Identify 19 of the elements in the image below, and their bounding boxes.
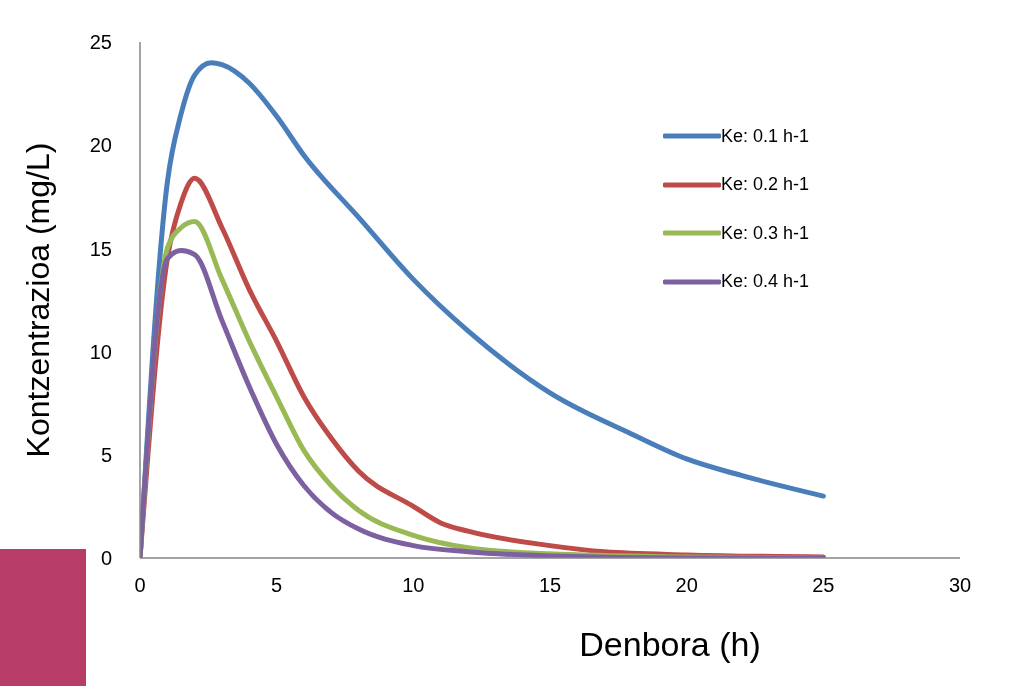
y-tick-label: 5 bbox=[100, 443, 112, 466]
x-tick-label: 30 bbox=[948, 574, 972, 597]
y-tick-label: 25 bbox=[89, 31, 112, 54]
legend-label: Ke: 0.4 h-1 bbox=[721, 271, 810, 293]
x-tick-label: 5 bbox=[271, 574, 283, 597]
legend-label: Ke: 0.2 h-1 bbox=[721, 174, 810, 196]
x-tick-label: 0 bbox=[134, 574, 146, 597]
y-tick-label: 15 bbox=[89, 237, 112, 260]
x-axis-title: Denbora (h) bbox=[579, 625, 761, 663]
x-tick-label: 15 bbox=[538, 574, 562, 597]
x-tick-label: 25 bbox=[812, 574, 835, 597]
x-tick-label: 20 bbox=[675, 574, 698, 597]
y-axis-title: Kontzentrazioa (mg/L) bbox=[20, 142, 57, 458]
legend-label: Ke: 0.1 h-1 bbox=[721, 125, 810, 147]
x-tick-label: 10 bbox=[402, 574, 425, 597]
y-tick-label: 10 bbox=[89, 340, 112, 363]
y-tick-label: 0 bbox=[100, 547, 112, 570]
legend-label: Ke: 0.3 h-1 bbox=[721, 222, 810, 244]
y-tick-label: 20 bbox=[89, 134, 112, 157]
